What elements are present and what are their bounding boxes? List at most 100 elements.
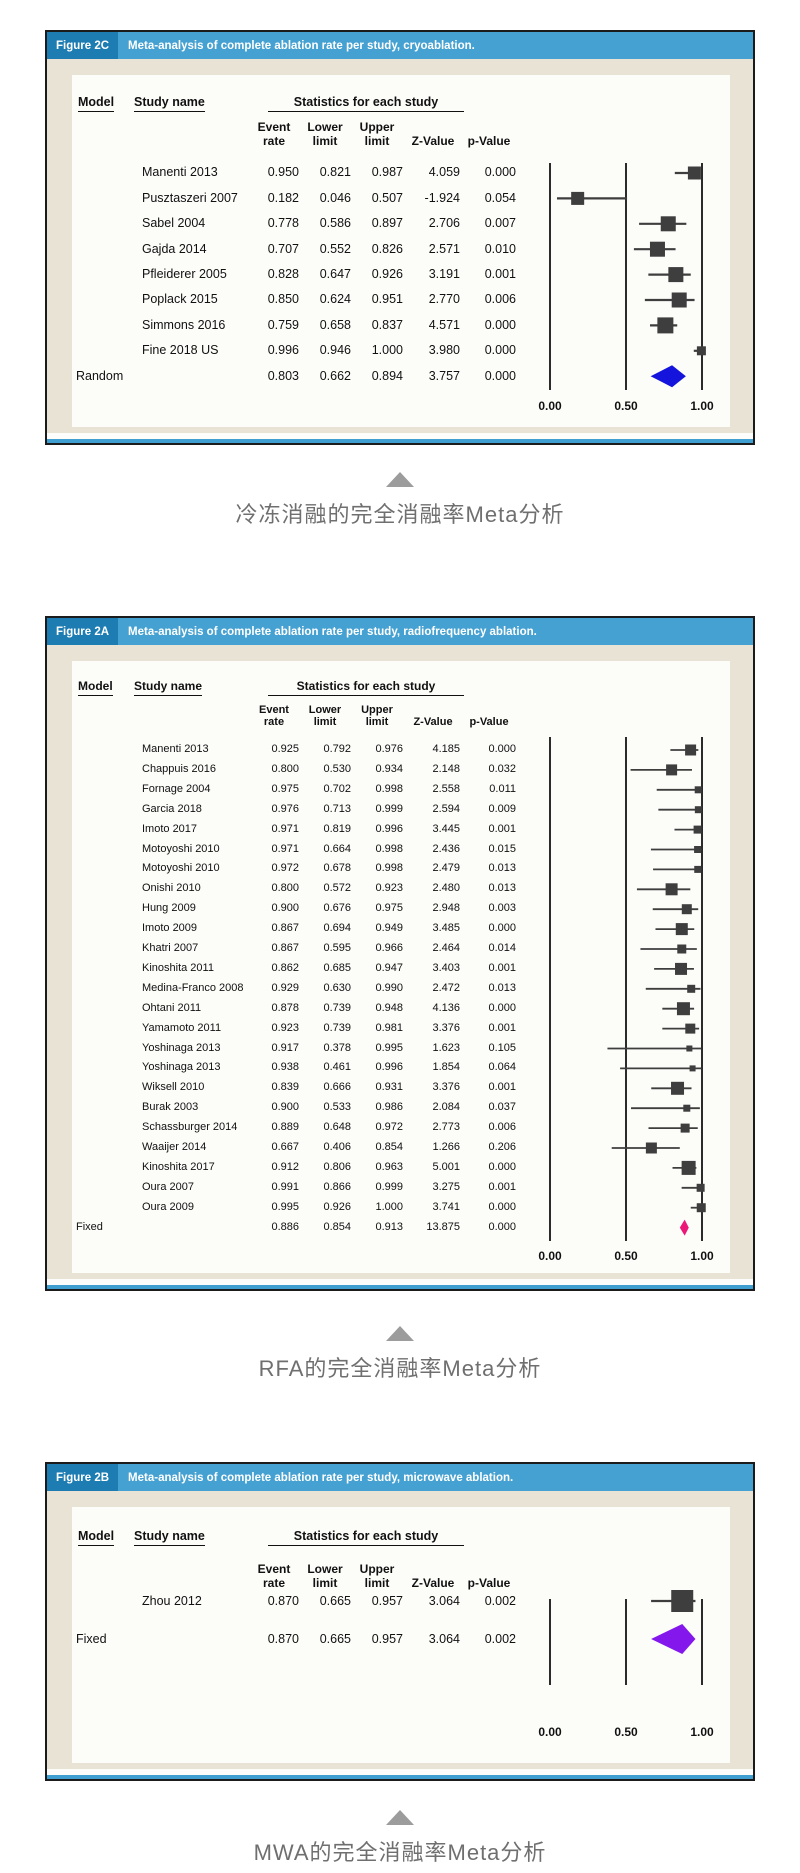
figure-card: Figure 2C Meta-analysis of complete abla… — [45, 30, 755, 445]
lower-value: 0.792 — [323, 743, 351, 756]
stat-column-header: Event rate — [245, 1557, 303, 1591]
statistics-header: Statistics for each study — [268, 679, 464, 696]
event-rate-value: 0.889 — [271, 1121, 299, 1134]
p-value-value: 0.010 — [484, 241, 516, 256]
p-value-value: 0.000 — [488, 922, 516, 935]
lower-value: 0.406 — [323, 1141, 351, 1154]
p-value-value: 0.064 — [488, 1061, 516, 1074]
stat-column-header-line2: Z-Value — [411, 1576, 455, 1591]
p-value-value: 0.000 — [484, 343, 516, 358]
lower-value: 0.678 — [323, 862, 351, 875]
stat-column-header-line1: Upper — [359, 1562, 395, 1577]
z-value-value: 3.741 — [432, 1200, 460, 1213]
z-value-value: 1.854 — [432, 1061, 460, 1074]
figure-panel: Model Study name Statistics for each stu… — [72, 75, 730, 427]
p-value-value: 0.037 — [488, 1101, 516, 1114]
p-value-value: 0.000 — [484, 165, 516, 180]
p-value-value: 0.000 — [488, 1220, 516, 1233]
event-rate-value: 0.886 — [271, 1220, 299, 1233]
lower-value: 0.046 — [319, 190, 351, 205]
table-row: Yoshinaga 2013 0.917 0.378 0.995 1.623 0.105 — [72, 1039, 730, 1059]
z-value-value: 2.148 — [432, 762, 460, 775]
z-value-value: 2.558 — [432, 782, 460, 795]
event-rate-value: 0.800 — [271, 762, 299, 775]
study-name: Gajda 2014 — [142, 241, 207, 256]
study-name: Garcia 2018 — [142, 802, 202, 815]
event-rate-value: 0.870 — [267, 1632, 299, 1646]
stat-column-header: Lower limit — [296, 697, 354, 729]
stat-column-header-line2: limit — [364, 1576, 390, 1591]
study-name: Pusztaszeri 2007 — [142, 190, 238, 205]
table-row: Kinoshita 2017 0.912 0.806 0.963 5.001 0.000 — [72, 1158, 730, 1178]
table-row: Chappuis 2016 0.800 0.530 0.934 2.148 0.032 — [72, 760, 730, 780]
table-row: Yoshinaga 2013 0.938 0.461 0.996 1.854 0.064 — [72, 1058, 730, 1078]
study-name: Hung 2009 — [142, 902, 196, 915]
event-rate-value: 0.975 — [271, 782, 299, 795]
model-label: Random — [76, 368, 124, 383]
table-row: Imoto 2017 0.971 0.819 0.996 3.445 0.001 — [72, 820, 730, 840]
p-value-value: 0.009 — [488, 802, 516, 815]
study-name: Yoshinaga 2013 — [142, 1041, 221, 1054]
stat-column-header-line1: Event — [259, 703, 289, 716]
event-rate-value: 0.667 — [271, 1141, 299, 1154]
x-axis-tick-label: 0.00 — [538, 1249, 562, 1263]
lower-value: 0.595 — [323, 942, 351, 955]
p-value-value: 0.006 — [488, 1121, 516, 1134]
event-rate-value: 0.900 — [271, 902, 299, 915]
z-value-value: 2.479 — [432, 862, 460, 875]
card-footer-gap — [47, 1279, 753, 1285]
figure-tag-label: Figure 2A — [47, 618, 119, 645]
p-value-value: 0.032 — [488, 762, 516, 775]
study-name: Motoyoshi 2010 — [142, 842, 220, 855]
upper-value: 0.987 — [371, 165, 403, 180]
z-value-value: 2.464 — [432, 942, 460, 955]
study-name: Yamamoto 2011 — [142, 1021, 222, 1034]
table-row: Fine 2018 US 0.996 0.946 1.000 3.980 0.000 — [72, 338, 730, 363]
card-footer-gap — [47, 1769, 753, 1775]
p-value-value: 0.002 — [484, 1594, 516, 1608]
p-value-value: 0.000 — [488, 743, 516, 756]
p-value-value: 0.001 — [488, 961, 516, 974]
collapse-triangle-icon[interactable] — [386, 472, 414, 487]
stat-column-header-line2: limit — [312, 1576, 338, 1591]
event-rate-value: 0.971 — [271, 822, 299, 835]
z-value-value: 2.706 — [428, 216, 460, 231]
table-row: Waaijer 2014 0.667 0.406 0.854 1.266 0.206 — [72, 1138, 730, 1158]
lower-value: 0.946 — [319, 343, 351, 358]
upper-value: 0.972 — [375, 1121, 403, 1134]
figure-card: Figure 2A Meta-analysis of complete abla… — [45, 616, 755, 1291]
p-value-value: 0.001 — [488, 1081, 516, 1094]
event-rate-value: 0.850 — [267, 292, 299, 307]
lower-value: 0.624 — [319, 292, 351, 307]
stat-column-header-line2: Z-Value — [413, 716, 453, 729]
stat-column-header-line2: p-Value — [469, 716, 509, 729]
p-value-value: 0.001 — [484, 266, 516, 281]
table-row: Ohtani 2011 0.878 0.739 0.948 4.136 0.000 — [72, 999, 730, 1019]
study-name: Zhou 2012 — [142, 1594, 202, 1608]
stat-column-header-line2: rate — [263, 716, 285, 729]
upper-value: 0.998 — [375, 782, 403, 795]
x-axis-tick-label: 0.50 — [614, 1249, 638, 1263]
study-name: Onishi 2010 — [142, 882, 201, 895]
table-row: Gajda 2014 0.707 0.552 0.826 2.571 0.010 — [72, 237, 730, 262]
upper-value: 0.957 — [371, 1594, 403, 1608]
lower-value: 0.647 — [319, 266, 351, 281]
upper-value: 0.934 — [375, 762, 403, 775]
lower-value: 0.648 — [323, 1121, 351, 1134]
z-value-value: 3.376 — [432, 1021, 460, 1034]
collapse-triangle-icon[interactable] — [386, 1326, 414, 1341]
stat-column-header-line2: rate — [262, 1576, 285, 1591]
z-value-value: 2.594 — [432, 802, 460, 815]
table-row: Motoyoshi 2010 0.972 0.678 0.998 2.479 0.013 — [72, 859, 730, 879]
figure-header-bar: Figure 2C Meta-analysis of complete abla… — [47, 32, 753, 59]
x-axis-tick-label: 1.00 — [690, 1249, 714, 1263]
stat-column-header-line2: Z-Value — [411, 134, 455, 149]
collapse-triangle-icon[interactable] — [386, 1810, 414, 1825]
table-row: Zhou 2012 0.870 0.665 0.957 3.064 0.002 — [72, 1582, 730, 1620]
stat-column-header: p-Value — [454, 1557, 524, 1591]
z-value-value: 3.757 — [428, 368, 460, 383]
lower-value: 0.739 — [323, 1001, 351, 1014]
z-value-value: 3.445 — [432, 822, 460, 835]
study-name: Sabel 2004 — [142, 216, 206, 231]
upper-value: 0.996 — [375, 822, 403, 835]
